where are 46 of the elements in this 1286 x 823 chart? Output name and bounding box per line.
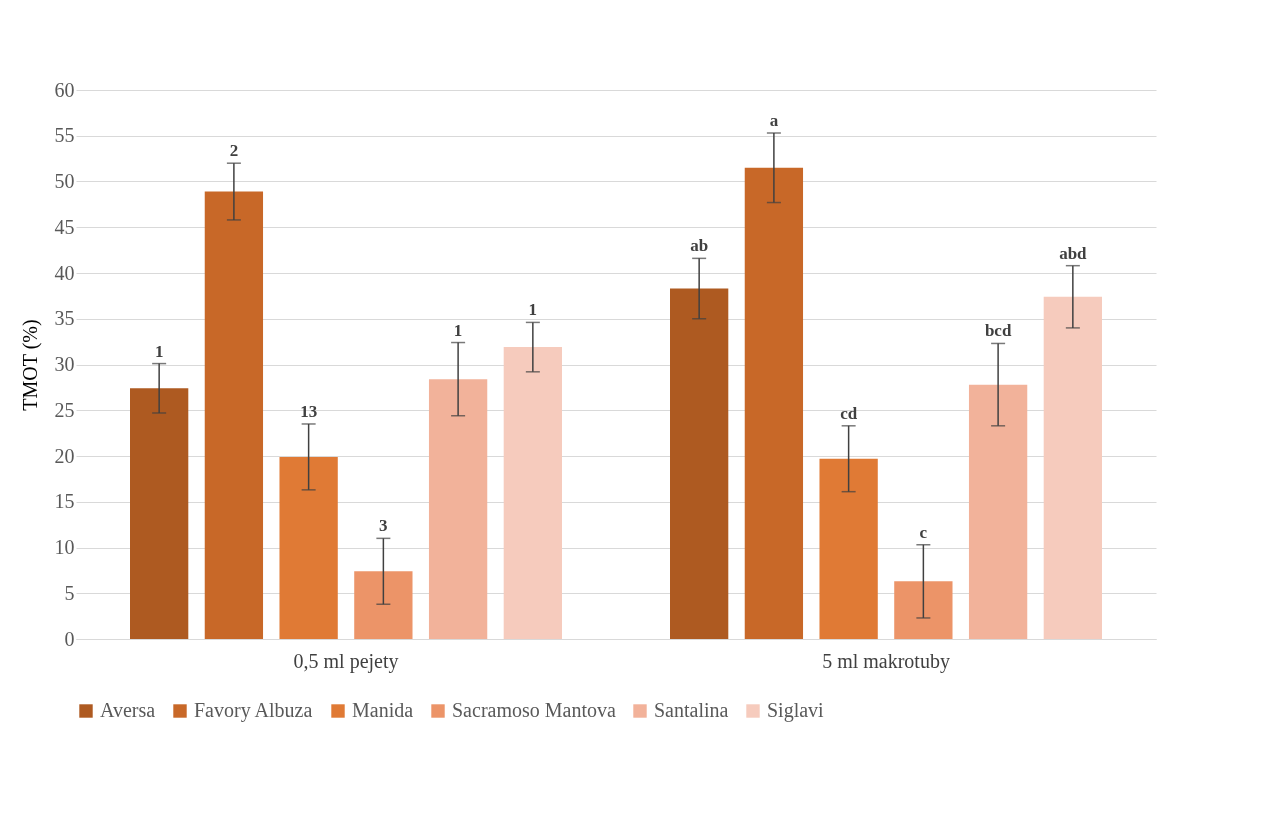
bar (279, 456, 338, 639)
y-tick-label: 50 (54, 170, 75, 192)
legend-label: Santalina (654, 699, 729, 721)
y-tick-label: 45 (54, 215, 75, 238)
x-tick-label: 0,5 ml pejety (293, 649, 399, 673)
bar (894, 581, 953, 639)
x-tick-label: 5 ml makrotuby (822, 649, 950, 673)
y-tick-label: 15 (54, 490, 75, 513)
legend-label: Sacramoso Mantova (452, 699, 616, 721)
bar (503, 347, 562, 639)
bar (744, 167, 804, 639)
bar (670, 288, 729, 639)
annotation: ab (690, 236, 709, 256)
legend-label: Siglavi (767, 699, 825, 722)
y-tick-label: 55 (54, 124, 75, 147)
bar (204, 191, 264, 639)
bar (819, 458, 878, 639)
bar (130, 388, 189, 639)
annotation: 1 (453, 320, 463, 340)
annotation: cd (840, 403, 858, 423)
y-tick-label: 35 (54, 307, 75, 330)
bar (354, 571, 413, 639)
legend-label: Manida (352, 699, 414, 721)
annotation: 3 (379, 516, 388, 536)
annotation: abd (1059, 243, 1088, 263)
annotation: a (769, 111, 779, 131)
y-tick-label: 20 (54, 444, 75, 467)
bar (1043, 296, 1102, 639)
y-tick-label: 10 (54, 536, 75, 558)
y-tick-label: 25 (54, 398, 75, 421)
y-tick-label: 5 (64, 581, 75, 604)
annotation: 1 (154, 341, 164, 361)
y-tick-label: 30 (54, 353, 75, 375)
bar (428, 379, 488, 639)
legend-label: Favory Albuza (194, 699, 313, 722)
annotation: c (919, 522, 928, 542)
bar (968, 384, 1028, 639)
annotation: 13 (300, 401, 318, 421)
annotation: bcd (984, 321, 1012, 341)
annotation: 2 (229, 141, 239, 161)
y-tick-label: 0 (64, 627, 75, 650)
y-tick-label: 40 (54, 261, 75, 284)
y-tick-label: 60 (54, 78, 75, 101)
annotation: 1 (528, 300, 538, 320)
y-axis-title: TMOT (%) (18, 319, 42, 411)
legend-label: Aversa (100, 699, 156, 721)
